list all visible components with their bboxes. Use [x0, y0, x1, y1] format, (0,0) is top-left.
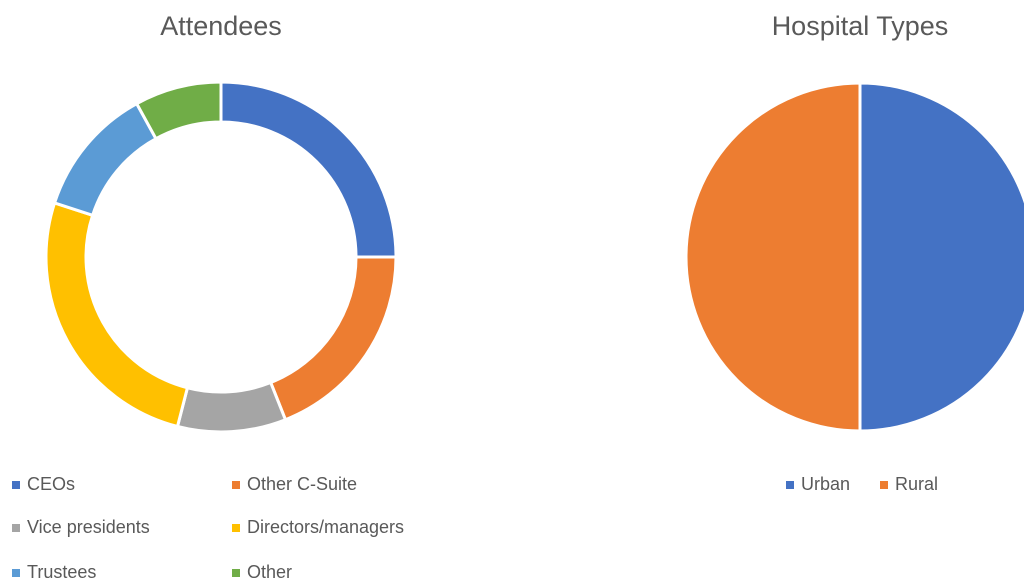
slice: [858, 81, 1024, 433]
slice: [134, 80, 223, 141]
legend-swatch: [232, 481, 240, 489]
legend-label: Urban: [801, 474, 850, 494]
legend-label: Trustees: [27, 562, 96, 582]
legend-swatch: [786, 481, 794, 489]
slice: [268, 255, 398, 422]
legend-label: CEOs: [27, 474, 75, 494]
legend-label: Rural: [895, 474, 938, 494]
legend-label: Directors/managers: [247, 517, 404, 537]
legend-swatch: [12, 524, 20, 532]
legend-swatch: [12, 481, 20, 489]
legend-label: Vice presidents: [27, 517, 150, 537]
legend-swatch: [232, 569, 240, 577]
legend-swatch: [12, 569, 20, 577]
slice: [44, 201, 190, 429]
legend-swatch: [880, 481, 888, 489]
legend-label: Other C-Suite: [247, 474, 357, 494]
legend-label: Other: [247, 562, 292, 582]
chart-title: Attendees: [160, 11, 282, 41]
slice: [52, 101, 158, 218]
legend-swatch: [232, 524, 240, 532]
slice: [684, 81, 862, 433]
chart-title: Hospital Types: [772, 11, 949, 41]
slice: [219, 80, 398, 259]
slice: [175, 380, 288, 434]
